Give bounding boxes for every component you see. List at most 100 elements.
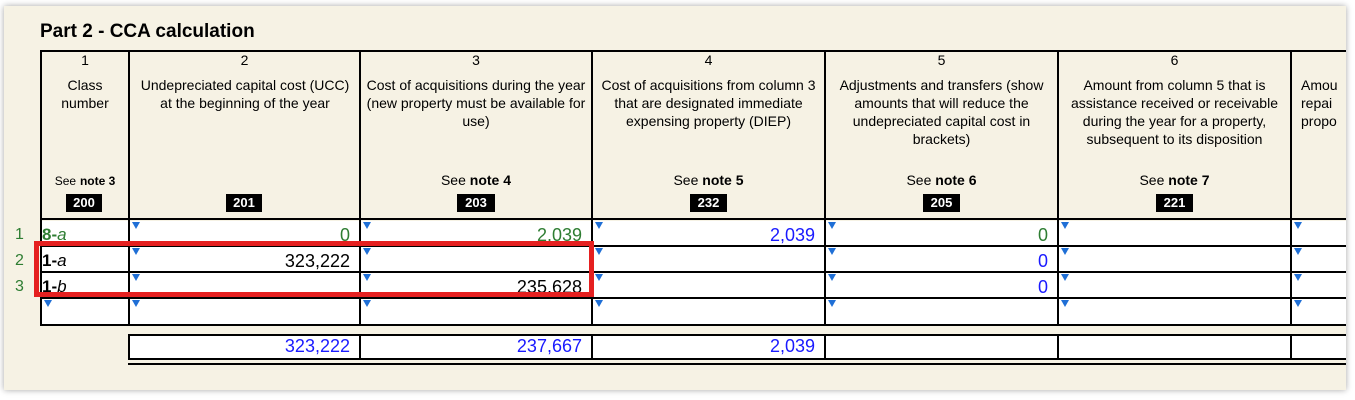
totals-divider: [824, 334, 826, 360]
total-col4-bg: [593, 336, 824, 358]
row-divider: [40, 245, 1346, 247]
ucc-cell[interactable]: 323,222: [284, 251, 350, 271]
class-number: 8-: [42, 225, 58, 244]
dropdown-arrow-icon[interactable]: [828, 300, 836, 307]
dropdown-arrow-icon[interactable]: [828, 222, 836, 229]
note-link[interactable]: note 3: [79, 174, 116, 188]
note-link[interactable]: note 5: [702, 172, 744, 188]
cca-calculation-form: Part 2 - CCA calculation 1 2 3 4 5 6 Cla…: [4, 6, 1346, 390]
column-5-note[interactable]: See note 6: [826, 172, 1057, 188]
class-suffix: a: [57, 225, 67, 244]
total-diep: 2,039: [769, 336, 815, 356]
dropdown-arrow-icon[interactable]: [1294, 222, 1302, 229]
dropdown-arrow-icon[interactable]: [363, 248, 371, 255]
class-suffix: a: [57, 251, 67, 270]
dropdown-arrow-icon[interactable]: [363, 222, 371, 229]
column-4-note[interactable]: See note 5: [593, 172, 824, 188]
dropdown-arrow-icon[interactable]: [132, 274, 140, 281]
class-number-cell[interactable]: 1-a: [42, 251, 67, 271]
totals-divider: [128, 334, 130, 360]
dropdown-arrow-icon[interactable]: [828, 248, 836, 255]
note-prefix: See: [673, 172, 699, 188]
dropdown-arrow-icon[interactable]: [1061, 222, 1069, 229]
highlight-box: [34, 241, 594, 297]
total-acquisitions: 237,667: [516, 336, 582, 356]
column-3-header: Cost of acquisitions during the year (ne…: [366, 77, 586, 129]
column-2-header: Undepreciated capital cost (UCC) at the …: [140, 77, 350, 111]
total-col5-bg: [826, 336, 1057, 358]
column-6-number: 6: [1170, 52, 1179, 68]
dropdown-arrow-icon[interactable]: [1294, 300, 1302, 307]
row-number: 1: [15, 226, 24, 243]
adjustments-cell[interactable]: 0: [1037, 225, 1048, 245]
section-title: Part 2 - CCA calculation: [40, 21, 255, 42]
class-number-cell[interactable]: 8-a: [42, 225, 67, 245]
column-4-number: 4: [704, 52, 713, 68]
total-col2-bg: [130, 336, 359, 358]
dropdown-arrow-icon[interactable]: [132, 248, 140, 255]
dropdown-arrow-icon[interactable]: [1294, 248, 1302, 255]
total-col6-bg: [1059, 336, 1290, 358]
column-3-note[interactable]: See note 4: [361, 172, 591, 188]
row-number: 2: [15, 252, 24, 269]
line-code-232: 232: [690, 194, 727, 212]
total-col7-bg: [1292, 336, 1346, 358]
table-bottom-border: [40, 324, 1346, 326]
totals-divider: [359, 334, 361, 360]
table-top-border: [40, 50, 1346, 52]
dropdown-arrow-icon[interactable]: [595, 300, 603, 307]
line-code-205: 205: [923, 194, 960, 212]
dropdown-arrow-icon[interactable]: [132, 300, 140, 307]
acquisitions-cell[interactable]: 2,039: [536, 225, 582, 245]
header-bottom-border: [40, 218, 1346, 220]
row-divider: [40, 297, 1346, 299]
dropdown-arrow-icon[interactable]: [132, 222, 140, 229]
col-divider: [824, 50, 826, 326]
dropdown-arrow-icon[interactable]: [1061, 300, 1069, 307]
total-col3-bg: [361, 336, 591, 358]
dropdown-arrow-icon[interactable]: [1294, 274, 1302, 281]
note-link[interactable]: note 4: [469, 172, 512, 188]
column-6-header: Amount from column 5 that is assistance …: [1071, 77, 1278, 147]
class-number: 1-: [42, 277, 58, 296]
totals-divider: [1057, 334, 1059, 360]
diep-cell[interactable]: 2,039: [769, 225, 815, 245]
dropdown-arrow-icon[interactable]: [363, 274, 371, 281]
dropdown-arrow-icon[interactable]: [1061, 248, 1069, 255]
totals-divider: [1290, 334, 1292, 360]
col-divider: [1290, 50, 1292, 326]
col-divider: [128, 50, 130, 326]
adjustments-cell[interactable]: 0: [1037, 251, 1048, 271]
column-5-header: Adjustments and transfers (show amounts …: [839, 77, 1044, 147]
dropdown-arrow-icon[interactable]: [828, 274, 836, 281]
dropdown-arrow-icon[interactable]: [1061, 274, 1069, 281]
row-number: 3: [15, 278, 24, 295]
totals-top-border: [128, 334, 1346, 336]
dropdown-arrow-icon[interactable]: [595, 222, 603, 229]
note-prefix: See: [1139, 172, 1165, 188]
column-5-number: 5: [937, 52, 946, 68]
column-4-header: Cost of acquisitions from column 3 that …: [601, 77, 816, 129]
column-2-number: 2: [240, 52, 249, 68]
column-3-number: 3: [472, 52, 480, 68]
column-6-note[interactable]: See note 7: [1059, 172, 1290, 188]
column-1-note[interactable]: See note 3: [42, 172, 128, 189]
ucc-cell[interactable]: 0: [339, 225, 350, 245]
dropdown-arrow-icon[interactable]: [595, 248, 603, 255]
note-link[interactable]: note 7: [1168, 172, 1210, 188]
dropdown-arrow-icon[interactable]: [363, 300, 371, 307]
dropdown-arrow-icon[interactable]: [44, 300, 52, 307]
note-link[interactable]: note 6: [935, 172, 977, 188]
col-divider: [40, 50, 42, 326]
col-divider: [591, 50, 593, 326]
row-divider: [40, 271, 1346, 273]
totals-divider: [591, 334, 593, 360]
adjustments-cell[interactable]: 0: [1037, 277, 1048, 297]
line-code-203: 203: [457, 194, 495, 212]
note-prefix: See: [906, 172, 932, 188]
note-prefix: See: [54, 174, 77, 188]
col-divider: [359, 50, 361, 326]
column-7-header: Amou repai propo: [1301, 77, 1338, 129]
class-number-cell[interactable]: 1-b: [42, 277, 67, 297]
dropdown-arrow-icon[interactable]: [595, 274, 603, 281]
